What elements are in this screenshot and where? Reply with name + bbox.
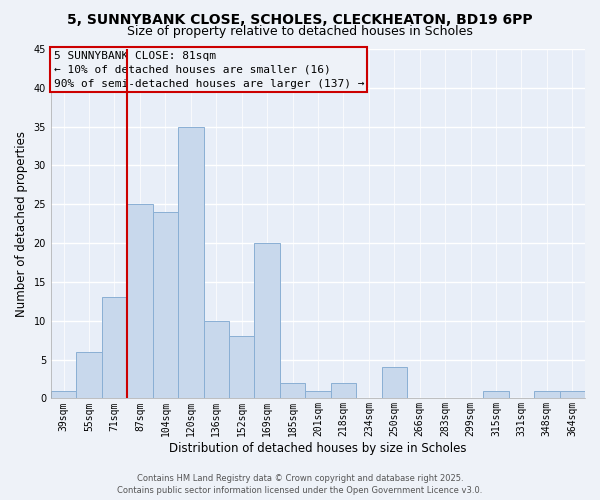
Bar xyxy=(127,204,152,398)
Text: 5 SUNNYBANK CLOSE: 81sqm
← 10% of detached houses are smaller (16)
90% of semi-d: 5 SUNNYBANK CLOSE: 81sqm ← 10% of detach… xyxy=(53,50,364,88)
Bar xyxy=(102,298,127,398)
X-axis label: Distribution of detached houses by size in Scholes: Distribution of detached houses by size … xyxy=(169,442,467,455)
Bar xyxy=(152,212,178,398)
Bar xyxy=(560,390,585,398)
Bar xyxy=(534,390,560,398)
Bar xyxy=(305,390,331,398)
Text: Size of property relative to detached houses in Scholes: Size of property relative to detached ho… xyxy=(127,25,473,38)
Bar xyxy=(178,126,203,398)
Bar xyxy=(254,243,280,398)
Bar xyxy=(229,336,254,398)
Bar xyxy=(51,390,76,398)
Y-axis label: Number of detached properties: Number of detached properties xyxy=(15,130,28,316)
Bar xyxy=(382,368,407,398)
Bar xyxy=(331,383,356,398)
Text: Contains HM Land Registry data © Crown copyright and database right 2025.
Contai: Contains HM Land Registry data © Crown c… xyxy=(118,474,482,495)
Text: 5, SUNNYBANK CLOSE, SCHOLES, CLECKHEATON, BD19 6PP: 5, SUNNYBANK CLOSE, SCHOLES, CLECKHEATON… xyxy=(67,12,533,26)
Bar xyxy=(203,321,229,398)
Bar xyxy=(483,390,509,398)
Bar xyxy=(76,352,102,399)
Bar xyxy=(280,383,305,398)
